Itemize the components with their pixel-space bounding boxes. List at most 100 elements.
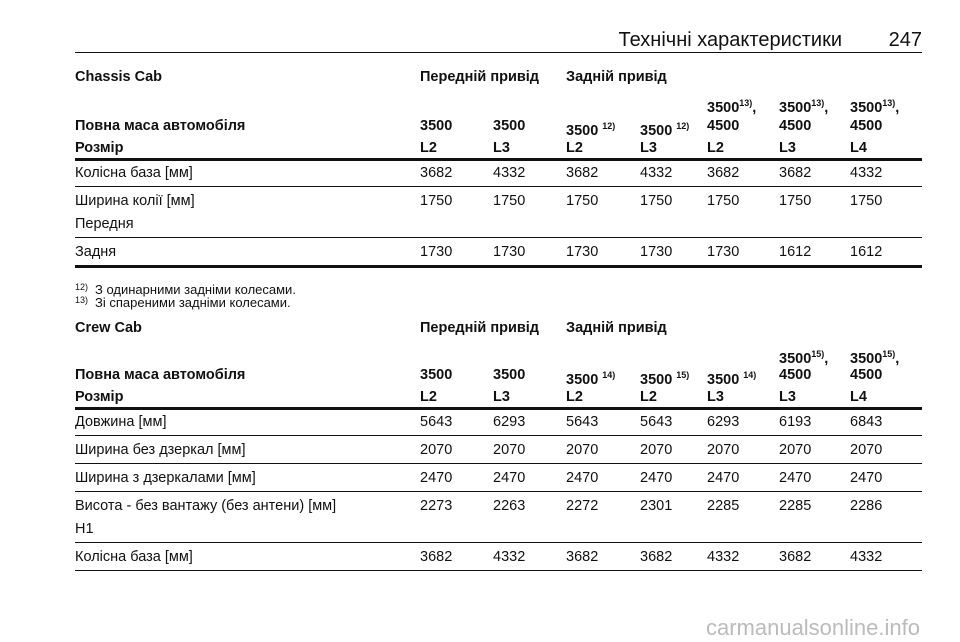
cell: 4332 — [850, 549, 883, 565]
size: L2 — [566, 389, 583, 405]
weight: 3500 14) — [707, 365, 756, 390]
weight: 4500 — [779, 118, 812, 134]
weight: 3500 — [707, 371, 740, 388]
row-header: Повна маса автомобіля — [75, 367, 246, 383]
size: L4 — [850, 389, 867, 405]
rule — [75, 570, 922, 571]
cell: 2470 — [420, 470, 453, 486]
footnote-ref: 12) — [676, 121, 690, 131]
cell: 2263 — [493, 498, 526, 514]
table-title: Crew Cab — [75, 320, 142, 336]
rule — [75, 542, 922, 543]
rule — [75, 491, 922, 492]
footnote-text: Зі спареними задніми колесами. — [95, 295, 291, 310]
size: L2 — [420, 140, 437, 156]
cell: 1750 — [420, 193, 453, 209]
size: L2 — [420, 389, 437, 405]
cell: 1750 — [566, 193, 599, 209]
cell: 6193 — [779, 414, 812, 430]
footnote-ref: 13) — [739, 98, 753, 108]
size: L2 — [640, 389, 657, 405]
cell: 1730 — [707, 244, 740, 260]
row-header: Розмір — [75, 389, 124, 405]
watermark: carmanualsonline.info — [705, 615, 920, 640]
cell: 3682 — [707, 165, 740, 181]
weight: 3500 — [707, 99, 740, 116]
footnote-ref: 15) — [811, 349, 825, 359]
weight: 3500 — [640, 122, 673, 139]
size: L3 — [640, 140, 657, 156]
separator: , — [824, 350, 829, 367]
cell: 5643 — [566, 414, 599, 430]
row-label: Задня — [75, 244, 117, 260]
size: L3 — [707, 389, 724, 405]
footnote-number: 12) — [75, 282, 89, 292]
rule — [75, 463, 922, 464]
rule — [75, 158, 922, 161]
cell: 3682 — [640, 549, 673, 565]
weight-top: 350015), — [850, 344, 899, 369]
footnote-ref: 14) — [743, 370, 757, 380]
weight: 4500 — [850, 118, 883, 134]
size: L3 — [493, 389, 510, 405]
group-header: Задній привід — [566, 320, 667, 336]
weight: 4500 — [850, 367, 883, 383]
weight: 3500 — [420, 116, 452, 136]
cell: 2273 — [420, 498, 453, 514]
weight: 3500 — [493, 118, 526, 134]
weight: 3500 15) — [640, 365, 689, 390]
row-header: Розмір — [75, 140, 124, 156]
rule — [75, 435, 922, 436]
cell: 2070 — [707, 442, 740, 458]
size: L3 — [493, 140, 510, 156]
row-label: Висота - без вантажу (без антени) [мм] — [75, 498, 337, 514]
row-header: Повна маса автомобіля — [75, 118, 246, 134]
rule — [75, 237, 922, 238]
cell: 6843 — [850, 414, 883, 430]
cell: 2070 — [566, 442, 599, 458]
weight: 3500 — [493, 365, 525, 385]
cell: 4332 — [707, 549, 740, 565]
rule — [75, 186, 922, 187]
cell: 2070 — [850, 442, 883, 458]
cell: 1750 — [493, 193, 526, 209]
row-label: Колісна база [мм] — [75, 549, 193, 565]
group-header: Передній привід — [420, 69, 540, 85]
weight-top: 350013), — [850, 93, 899, 118]
cell: 2470 — [850, 470, 883, 486]
weight: 3500 — [640, 371, 673, 388]
row-label: Колісна база [мм] — [75, 165, 193, 181]
cell: 1730 — [640, 244, 673, 260]
cell: 3682 — [779, 165, 812, 181]
separator: , — [752, 99, 757, 116]
cell: 1730 — [493, 244, 526, 260]
weight: 4500 — [779, 367, 812, 383]
separator: , — [895, 99, 900, 116]
rule — [75, 407, 922, 410]
footnote-ref: 15) — [882, 349, 896, 359]
row-label: Довжина [мм] — [75, 414, 167, 430]
group-header: Передній привід — [420, 320, 540, 336]
cell: 2470 — [566, 470, 599, 486]
weight: 3500 — [420, 365, 452, 385]
size: L2 — [707, 140, 724, 156]
cell: 2285 — [779, 498, 812, 514]
cell: 4332 — [640, 165, 673, 181]
weight: 3500 — [566, 122, 599, 139]
separator: , — [895, 350, 900, 367]
group-header: Задній привід — [566, 69, 667, 85]
cell: 2285 — [707, 498, 740, 514]
cell: 6293 — [707, 414, 740, 430]
cell: 5643 — [420, 414, 453, 430]
page-title: Технічні характеристики — [618, 29, 842, 51]
weight-top: 350013), — [707, 93, 756, 118]
weight: 3500 — [566, 371, 599, 388]
cell: 5643 — [640, 414, 673, 430]
weight: 3500 — [493, 367, 526, 383]
cell: 2470 — [493, 470, 526, 486]
cell: 2470 — [779, 470, 812, 486]
cell: 4332 — [850, 165, 883, 181]
weight: 3500 — [779, 350, 812, 367]
size: L2 — [566, 140, 583, 156]
